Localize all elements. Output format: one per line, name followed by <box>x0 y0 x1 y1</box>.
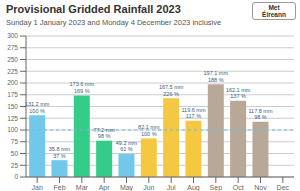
svg-text:Jul: Jul <box>167 184 176 191</box>
svg-text:Aug: Aug <box>187 184 200 191</box>
svg-text:49.2 mm61 %: 49.2 mm61 % <box>116 140 138 153</box>
svg-text:Apr: Apr <box>99 184 111 191</box>
svg-text:173.6 mm169 %: 173.6 mm169 % <box>70 81 95 94</box>
svg-text:300: 300 <box>8 32 18 39</box>
svg-text:35.8 mm37 %: 35.8 mm37 % <box>49 146 71 159</box>
html-text:Provisional Gridded Rainfall 2: Provisional Gridded Rainfall 2023 <box>6 3 181 15</box>
svg-text:50: 50 <box>11 150 19 157</box>
svg-text:Oct: Oct <box>233 184 244 191</box>
svg-text:197.1 mm188 %: 197.1 mm188 % <box>204 70 229 83</box>
svg-text:Feb: Feb <box>53 184 65 191</box>
svg-text:82.1 mm100 %: 82.1 mm100 % <box>138 124 160 136</box>
html-text:Sunday 1 January 2023 and Mond: Sunday 1 January 2023 and Monday 4 Decem… <box>6 18 222 27</box>
svg-text:Sep: Sep <box>210 184 223 191</box>
svg-text:Jun: Jun <box>143 184 154 191</box>
svg-text:25: 25 <box>11 162 19 169</box>
svg-text:200: 200 <box>8 79 18 86</box>
svg-text:119.6 mm117 %: 119.6 mm117 % <box>181 107 205 120</box>
svg-text:175: 175 <box>8 91 18 98</box>
svg-text:167.5 mm226 %: 167.5 mm226 % <box>159 84 184 97</box>
svg-text:75: 75 <box>11 138 19 145</box>
html-text:Met: Met <box>268 4 280 11</box>
svg-text:131.2 mm100 %: 131.2 mm100 % <box>25 101 50 114</box>
svg-text:150: 150 <box>8 103 18 110</box>
svg-text:250: 250 <box>8 56 18 63</box>
svg-text:225: 225 <box>8 68 18 75</box>
svg-text:162.1 mm137 %: 162.1 mm137 % <box>226 87 251 100</box>
svg-text:0: 0 <box>14 173 18 180</box>
svg-text:125: 125 <box>8 115 18 122</box>
svg-text:Jan: Jan <box>32 184 43 191</box>
svg-text:77.2 mm98 %: 77.2 mm98 % <box>93 127 115 140</box>
svg-text:117.8 mm98 %: 117.8 mm98 % <box>248 108 272 121</box>
html-text:Éireann: Éireann <box>262 11 286 18</box>
svg-text:Mar: Mar <box>76 184 89 191</box>
svg-text:Dec: Dec <box>277 184 290 191</box>
svg-text:275: 275 <box>8 44 18 51</box>
svg-text:May: May <box>120 184 134 191</box>
svg-text:100: 100 <box>8 126 18 133</box>
svg-text:Nov: Nov <box>254 184 267 191</box>
